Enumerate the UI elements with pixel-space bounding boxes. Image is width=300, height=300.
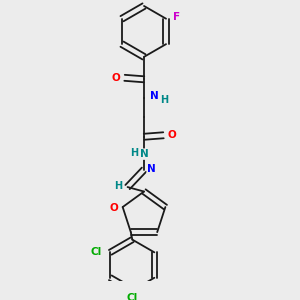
Text: H: H [114,181,122,190]
Text: N: N [149,92,158,101]
Text: Cl: Cl [127,293,138,300]
Text: F: F [173,12,180,22]
Text: O: O [167,130,176,140]
Text: N: N [140,149,148,159]
Text: H: H [160,95,168,105]
Text: O: O [110,203,119,213]
Text: Cl: Cl [90,247,101,257]
Text: N: N [147,164,156,174]
Text: H: H [130,148,139,158]
Text: O: O [112,73,121,83]
